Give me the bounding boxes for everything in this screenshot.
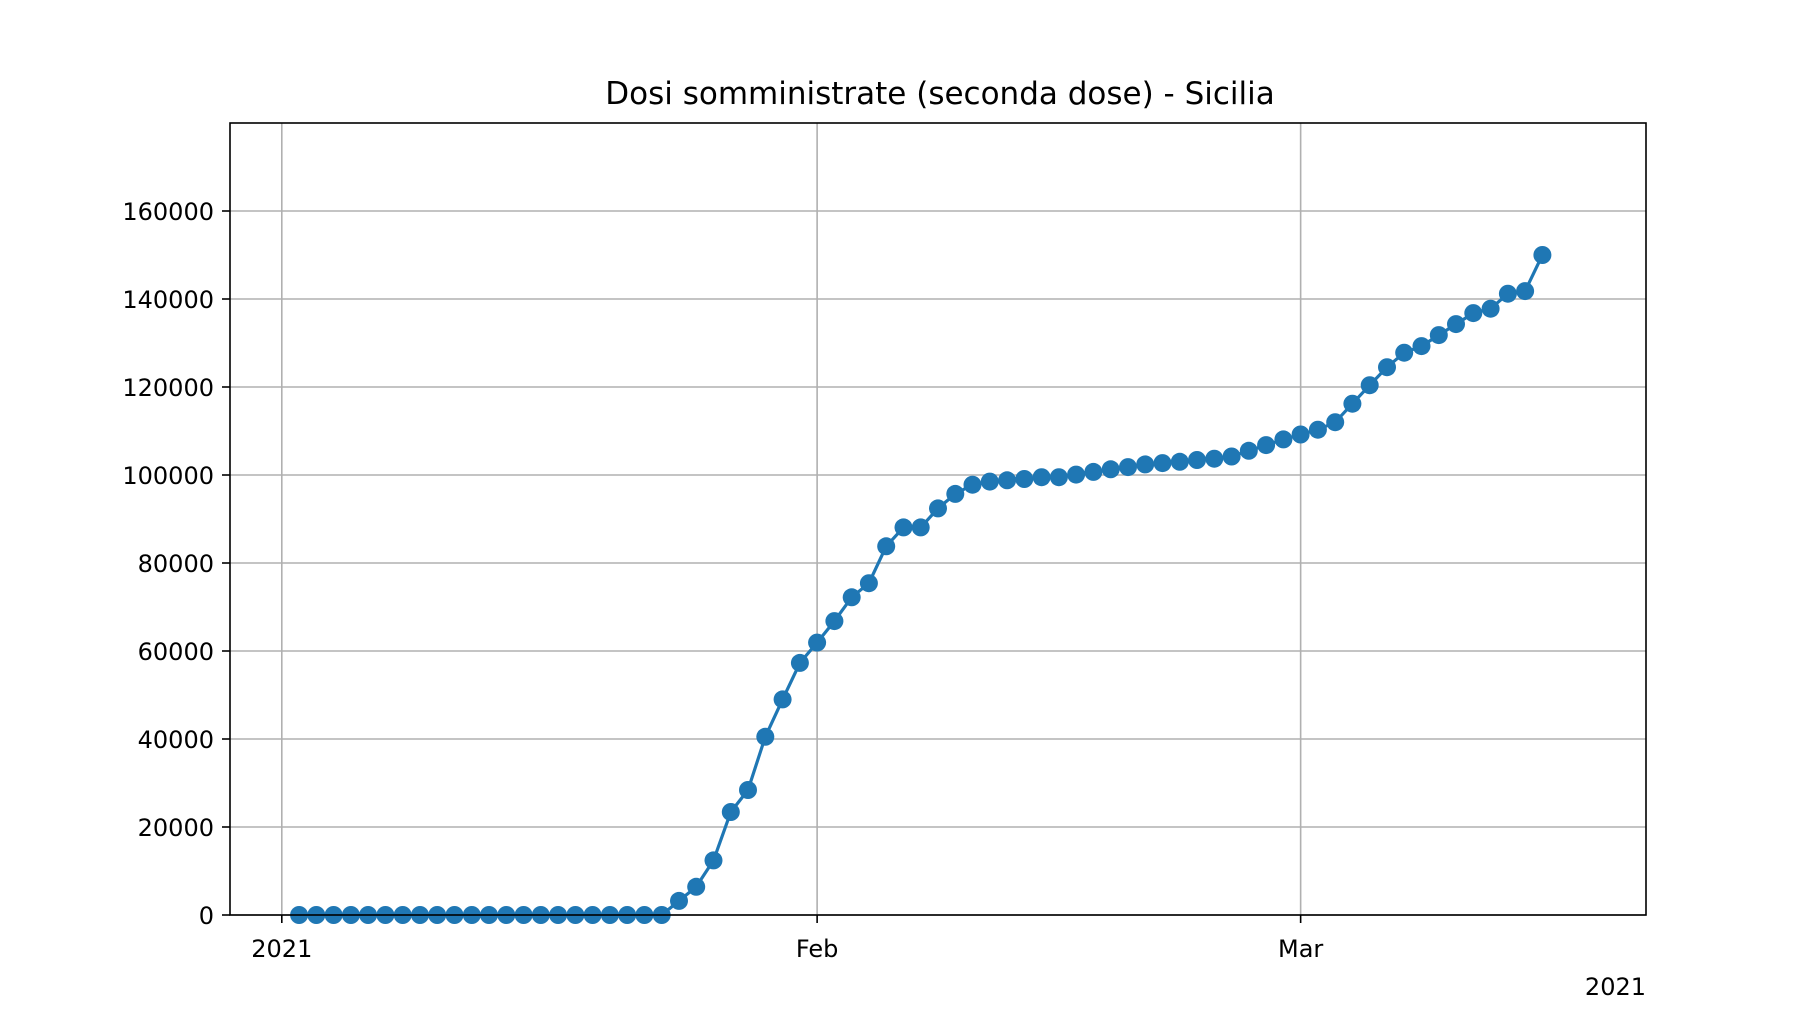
data-point xyxy=(842,588,861,607)
y-tick-label: 120000 xyxy=(122,374,214,402)
data-point xyxy=(1274,430,1293,449)
data-point xyxy=(1516,282,1535,301)
data-point xyxy=(980,472,999,491)
data-point xyxy=(1119,458,1137,477)
x-tick-label: 2021 xyxy=(251,935,312,963)
grid xyxy=(230,123,1646,916)
data-point xyxy=(929,499,947,518)
data-point xyxy=(1084,462,1103,481)
y-tick-label: 0 xyxy=(199,902,214,930)
data-point xyxy=(1101,460,1120,479)
data-point xyxy=(1343,394,1362,413)
data-point xyxy=(1049,468,1068,487)
axes: 0 20000 40000 60000 80000 100000 120000 140000 1… xyxy=(122,198,1646,1001)
data-point xyxy=(670,891,688,910)
data-point xyxy=(1360,376,1379,395)
data-point xyxy=(808,633,827,652)
data-point xyxy=(1067,465,1086,484)
data-point xyxy=(1308,420,1327,439)
plot-frame xyxy=(229,122,1647,916)
data-point xyxy=(1464,304,1483,323)
data-point xyxy=(1498,284,1517,303)
data-point xyxy=(963,475,982,494)
y-tick-label: 140000 xyxy=(122,286,214,314)
data-point xyxy=(1136,455,1155,474)
x-offset-label: 2021 xyxy=(1585,973,1646,1001)
data-point xyxy=(825,612,844,631)
data-point xyxy=(877,537,896,556)
y-tick-label: 80000 xyxy=(138,550,214,578)
data-point xyxy=(1239,441,1258,460)
data-point xyxy=(1205,449,1224,468)
data-point xyxy=(1378,358,1396,377)
series-layer xyxy=(290,246,1552,924)
data-point xyxy=(1257,436,1276,455)
data-point xyxy=(739,781,757,799)
chart-title: Dosi somministrate (seconda dose) - Sici… xyxy=(605,76,1275,112)
data-point xyxy=(894,518,913,537)
data-point xyxy=(790,653,809,672)
data-point xyxy=(1222,447,1241,466)
data-point xyxy=(1412,337,1431,356)
y-tick-label: 20000 xyxy=(138,814,214,842)
data-point xyxy=(1170,452,1189,471)
data-point xyxy=(1015,470,1034,488)
data-point xyxy=(1326,413,1345,432)
data-point xyxy=(1291,425,1310,444)
data-point xyxy=(687,877,706,896)
data-point xyxy=(1395,343,1414,362)
y-tick-label: 40000 xyxy=(138,726,214,754)
data-point xyxy=(1429,326,1448,345)
data-point xyxy=(756,727,775,746)
x-tick-label: Feb xyxy=(796,935,839,963)
data-point xyxy=(704,851,723,870)
data-point xyxy=(1032,468,1051,487)
data-point xyxy=(721,803,740,821)
data-point xyxy=(911,518,930,537)
data-point xyxy=(1481,299,1500,318)
x-tick-label: Mar xyxy=(1278,935,1323,963)
y-tick-label: 60000 xyxy=(138,638,214,666)
data-point xyxy=(1533,246,1552,264)
data-point xyxy=(998,471,1017,490)
data-point xyxy=(1153,454,1172,473)
data-point xyxy=(946,484,965,503)
data-point xyxy=(773,690,792,709)
y-tick-label: 160000 xyxy=(122,198,214,226)
data-point xyxy=(859,574,878,593)
y-tick-label: 100000 xyxy=(122,462,214,490)
data-point xyxy=(1447,315,1465,334)
data-point xyxy=(1188,451,1206,469)
